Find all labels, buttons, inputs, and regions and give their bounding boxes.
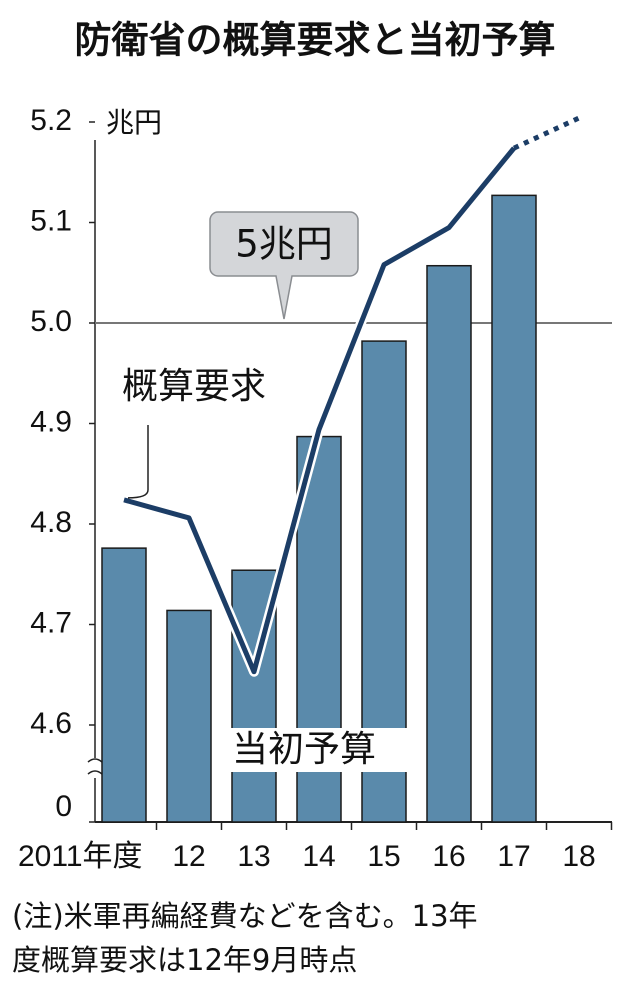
y-tick-label: 4.9 (30, 405, 72, 438)
bar (101, 547, 147, 823)
chart-title: 防衛省の概算要求と当初予算 (75, 19, 556, 62)
leader-line (127, 425, 149, 499)
x-tick-label: 17 (497, 840, 530, 873)
bar (166, 609, 212, 823)
x-tick-label: 16 (432, 840, 465, 873)
axis-break (87, 758, 103, 775)
series-label: 当初予算 (232, 729, 376, 770)
y-tick-label: 4.7 (30, 606, 72, 639)
bar (231, 569, 277, 823)
bar (426, 264, 472, 823)
y-tick-label: 5.0 (30, 305, 72, 338)
line-projection (512, 115, 581, 151)
series-label: 概算要求 (122, 366, 266, 407)
x-tick-label: 18 (562, 840, 595, 873)
note: (注)米軍再編経費などを含む。13年 (12, 899, 478, 933)
y-tick-label: 5.2 (30, 104, 72, 137)
x-tick-label: 14 (302, 840, 335, 873)
annotation-label: 5兆円 (235, 223, 333, 266)
unit-label: 兆円 (106, 106, 162, 139)
y-tick-label: 4.6 (30, 707, 72, 740)
bar (491, 194, 537, 823)
line (123, 146, 516, 675)
x-tick-label: 12 (172, 840, 205, 873)
label-bg (228, 728, 408, 772)
y-tick-label: 0 (55, 790, 72, 823)
x-tick-label: 15 (367, 840, 400, 873)
note: 度概算要求は12年9月時点 (12, 943, 357, 977)
callout (209, 211, 359, 320)
y-tick-label: 4.8 (30, 506, 72, 539)
y-tick-label: 5.1 (30, 204, 72, 237)
x-tick-label: 13 (237, 840, 270, 873)
x-tick-label: 2011年度 (18, 840, 143, 873)
